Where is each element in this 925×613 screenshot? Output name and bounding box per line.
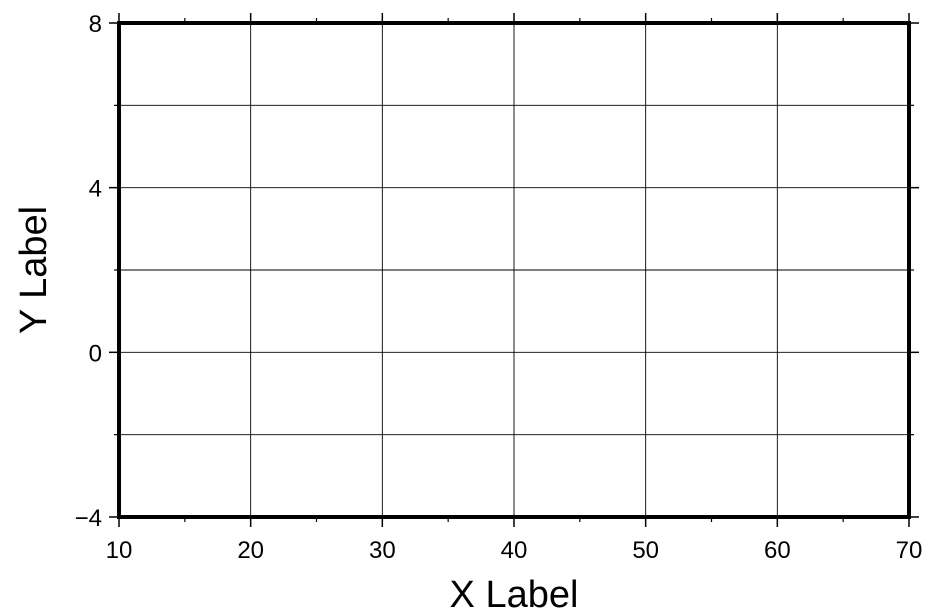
- y-tick-label: 4: [89, 176, 102, 203]
- grid-lines: [119, 23, 909, 517]
- x-tick-label: 70: [896, 537, 923, 564]
- x-tick-label: 40: [501, 537, 528, 564]
- y-tick-labels: −4 0 4 8: [75, 11, 102, 532]
- y-tick-label: 0: [89, 340, 102, 367]
- x-tick-label: 10: [106, 537, 133, 564]
- y-axis-title: Y Label: [13, 206, 55, 334]
- x-tick-label: 30: [369, 537, 396, 564]
- x-tick-labels: 10 20 30 40 50 60 70: [106, 537, 923, 564]
- y-tick-label: 8: [89, 11, 102, 38]
- y-tick-label: −4: [75, 505, 102, 532]
- x-tick-label: 60: [764, 537, 791, 564]
- plot-frame: [117, 21, 911, 519]
- x-tick-label: 20: [237, 537, 264, 564]
- x-tick-label: 50: [632, 537, 659, 564]
- x-axis-title: X Label: [450, 574, 579, 613]
